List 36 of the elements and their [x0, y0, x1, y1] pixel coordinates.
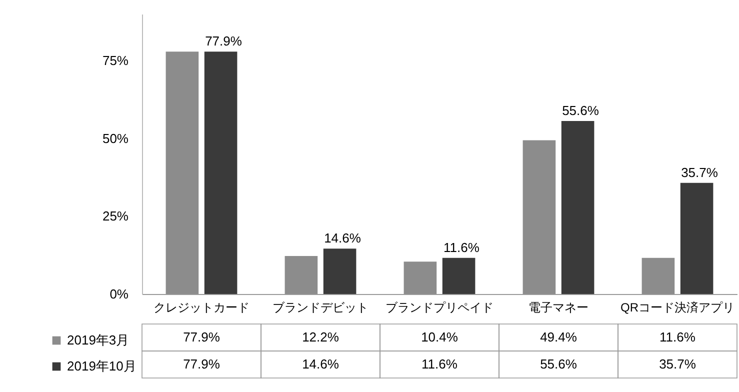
data-label: 11.6%: [422, 356, 458, 372]
bar: [166, 52, 199, 294]
bar: [404, 262, 437, 294]
x-tick-label: 電子マネー: [528, 300, 588, 314]
bar: [442, 258, 476, 294]
bar: [522, 140, 556, 294]
data-label: 49.4%: [540, 330, 578, 344]
annotation: 35.7%: [681, 164, 718, 180]
data-label: 11.6%: [660, 330, 696, 344]
y-tick-label: 50%: [102, 130, 129, 146]
y-tick-label: 75%: [102, 53, 129, 68]
bar: [680, 182, 714, 294]
data-label: 55.6%: [540, 356, 578, 372]
data-label: 77.9%: [183, 356, 220, 372]
data-label: 77.9%: [183, 330, 220, 344]
x-tick-label: QRコード決済アプリ: [620, 300, 734, 314]
data-label: 35.7%: [659, 356, 696, 372]
bar: [284, 256, 318, 294]
bar: [204, 52, 238, 294]
data-label: 10.4%: [421, 330, 458, 344]
x-tick-label: クレジットカード: [154, 300, 250, 314]
y-tick-label: 0%: [110, 286, 129, 302]
annotation: 14.6%: [324, 230, 362, 246]
data-label: 12.2%: [302, 330, 340, 344]
bar: [642, 258, 675, 294]
bar: [323, 248, 356, 294]
annotation: 11.6%: [444, 240, 480, 255]
bar: [561, 121, 594, 294]
annotation: 77.9%: [205, 34, 242, 49]
annotation: 55.6%: [562, 103, 600, 118]
data-label: 14.6%: [302, 356, 340, 372]
legend-label: 2019年3月: [67, 332, 130, 348]
x-tick-label: ブランドプリペイド: [386, 300, 494, 314]
y-tick-label: 25%: [102, 208, 129, 224]
legend-label: 2019年10月: [67, 358, 136, 374]
x-tick-label: ブランドデビット: [272, 300, 368, 314]
